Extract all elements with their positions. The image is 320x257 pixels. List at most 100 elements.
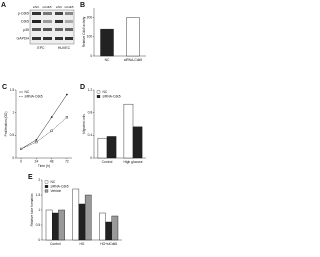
y-tick-label: 0.4 xyxy=(88,133,93,137)
blot-group-label: siNC xyxy=(33,5,40,9)
bar xyxy=(132,126,143,159)
band xyxy=(43,37,52,40)
blot-row-label: p35 xyxy=(23,28,29,32)
x-tick-label: Control xyxy=(50,242,61,246)
blot-row-label: Cdk5 xyxy=(21,20,29,24)
bar xyxy=(84,194,92,241)
x-tick-label: 0 xyxy=(20,159,22,163)
y-axis-label: Migrated cells xyxy=(82,114,86,134)
legend-label: NC xyxy=(103,90,108,94)
point xyxy=(35,141,38,144)
panel-letter: E xyxy=(28,174,33,181)
y-tick-label: 0.8 xyxy=(88,111,93,115)
y-axis-label: Proliferation (OD) xyxy=(4,112,8,137)
blot-cell-label: EPC xyxy=(37,46,45,50)
bar xyxy=(106,136,117,159)
x-tick-label: 72 xyxy=(65,159,69,163)
bar xyxy=(58,209,65,241)
y-tick-label: 1.5 xyxy=(10,88,15,92)
bar xyxy=(105,221,112,241)
blot-cell-label: HUVEC xyxy=(58,46,71,50)
y-tick-label: 0.5 xyxy=(10,133,15,137)
band xyxy=(32,12,41,15)
band xyxy=(65,20,73,23)
x-tick-label: Control xyxy=(102,160,113,164)
band xyxy=(65,28,73,31)
y-tick-label: 1.2 xyxy=(88,88,93,92)
legend-label: NC xyxy=(51,180,56,184)
x-tick-label: HG+siCdk5 xyxy=(100,242,117,246)
point xyxy=(65,116,69,119)
legend-label: siRNA-Cdk5 xyxy=(103,94,121,98)
band xyxy=(32,20,41,23)
legend-label: siRNA-Cdk5 xyxy=(51,184,69,188)
x-tick-label: siRNA-Cdk5 xyxy=(124,58,142,62)
point xyxy=(50,129,53,132)
y-tick-label: 1.5 xyxy=(36,193,41,197)
point xyxy=(35,138,38,141)
y-axis-label: Relative tube formation xyxy=(30,193,34,226)
x-tick-label: HG xyxy=(80,242,85,246)
y-tick-label: 200 xyxy=(87,15,93,19)
band xyxy=(43,28,52,31)
y-axis-label: Relative Cdk5 activity xyxy=(82,16,86,47)
bar xyxy=(45,209,53,241)
x-tick-label: NC xyxy=(105,58,110,62)
x-tick-label: High glucose xyxy=(123,160,142,164)
y-tick-label: 0 xyxy=(38,238,40,242)
legend-swatch xyxy=(96,90,101,94)
legend-swatch xyxy=(44,189,49,193)
band xyxy=(43,12,52,15)
legend-label: siRNA-Cdk5 xyxy=(25,94,43,98)
bar xyxy=(99,212,106,241)
bar xyxy=(100,28,114,57)
blot-group-label: siCdk5 xyxy=(42,5,52,9)
bar xyxy=(78,203,86,241)
legend-swatch xyxy=(44,185,49,188)
band xyxy=(55,20,63,23)
y-tick-label: 1 xyxy=(38,208,40,212)
blot-row-label: GAPDH xyxy=(17,36,30,40)
legend-label: Vehicle xyxy=(51,189,62,193)
panel-letter: C xyxy=(2,84,7,91)
blot xyxy=(29,9,75,45)
band xyxy=(65,12,73,15)
band xyxy=(32,37,41,40)
x-tick-label: 48 xyxy=(50,159,54,163)
point xyxy=(66,93,68,96)
legend-swatch xyxy=(44,180,49,184)
bar xyxy=(52,212,59,241)
legend-label: NC xyxy=(25,90,30,94)
line xyxy=(20,117,68,150)
bar xyxy=(126,17,140,57)
line xyxy=(20,94,68,150)
legend-swatch xyxy=(96,95,101,98)
point xyxy=(50,116,53,119)
blot-group-label: siCdk5 xyxy=(64,5,74,9)
band xyxy=(43,20,52,23)
band xyxy=(55,12,63,15)
y-tick-label: 100 xyxy=(87,35,93,39)
band xyxy=(32,28,41,31)
bar xyxy=(97,137,108,159)
blot-group-label: siNC xyxy=(56,5,63,9)
panel-letter: D xyxy=(80,84,85,91)
bar xyxy=(123,103,134,159)
panel-letter: A xyxy=(1,2,6,9)
x-axis-label: Time (h) xyxy=(38,164,50,168)
y-tick-label: 1 xyxy=(12,111,14,115)
band xyxy=(55,37,63,40)
blot-row-label: p-Cdk5 xyxy=(18,11,29,15)
x-tick-label: 24 xyxy=(35,159,39,163)
panel-letter: B xyxy=(80,2,85,9)
band xyxy=(65,37,73,40)
y-tick-label: 0 xyxy=(12,156,14,160)
y-tick-label: 0.5 xyxy=(36,223,41,227)
y-tick-label: 2 xyxy=(38,178,40,182)
y-tick-label: 0 xyxy=(90,156,92,160)
bar xyxy=(111,215,119,241)
point xyxy=(19,147,23,151)
y-tick-label: 0 xyxy=(90,54,92,58)
